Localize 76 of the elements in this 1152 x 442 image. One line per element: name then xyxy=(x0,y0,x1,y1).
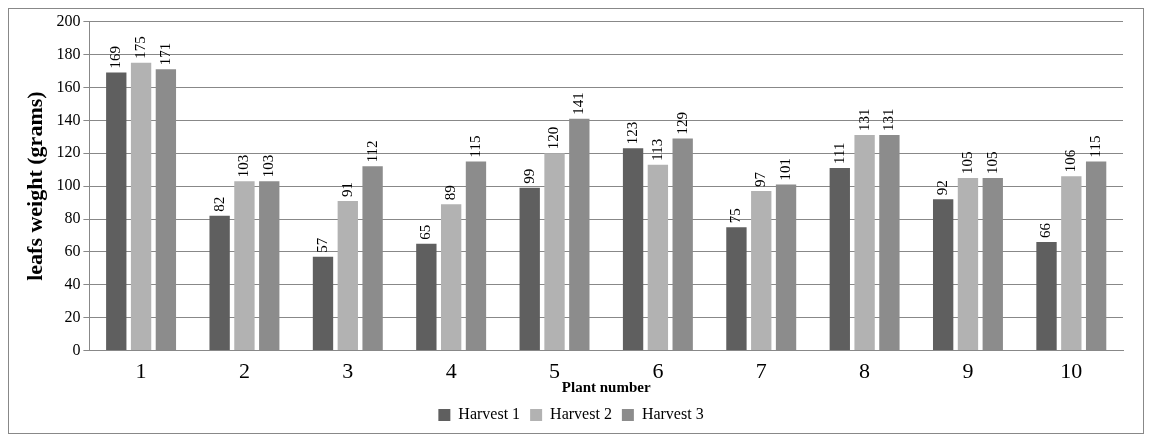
legend-label: Harvest 2 xyxy=(550,405,612,423)
bar xyxy=(209,215,230,351)
bar xyxy=(957,177,979,351)
y-tick-label: 180 xyxy=(56,44,81,62)
bar xyxy=(1036,242,1057,351)
x-tick-label: 9 xyxy=(962,357,974,383)
x-tick-label: 1 xyxy=(135,357,147,383)
data-label: 105 xyxy=(958,151,975,174)
data-label: 57 xyxy=(313,237,330,253)
data-label: 112 xyxy=(363,140,380,163)
data-label: 82 xyxy=(210,196,227,212)
data-label: 115 xyxy=(466,135,483,158)
data-label: 103 xyxy=(260,154,277,178)
bar xyxy=(1061,176,1082,351)
data-label: 131 xyxy=(855,108,872,132)
bar xyxy=(854,135,875,351)
data-label: 99 xyxy=(520,168,537,184)
data-label: 141 xyxy=(570,92,587,115)
y-tick-label: 20 xyxy=(64,307,81,325)
x-tick-label: 8 xyxy=(859,357,871,383)
y-tick-label: 80 xyxy=(64,209,81,227)
bar xyxy=(544,153,565,351)
data-label: 131 xyxy=(880,108,897,132)
data-label: 101 xyxy=(776,157,793,181)
data-label: 171 xyxy=(156,42,173,66)
x-tick-label: 5 xyxy=(549,357,561,383)
data-label: 66 xyxy=(1037,222,1054,239)
bar xyxy=(726,227,747,351)
x-tick-label: 10 xyxy=(1060,357,1083,383)
data-label: 111 xyxy=(830,142,847,165)
bar xyxy=(519,187,540,351)
y-tick-label: 100 xyxy=(56,176,81,194)
data-label: 105 xyxy=(983,151,1000,174)
legend-label: Harvest 3 xyxy=(641,405,704,423)
data-label: 89 xyxy=(442,185,459,201)
y-axis-title: leafs weight (grams) xyxy=(21,91,47,281)
bar xyxy=(829,168,850,351)
y-tick-label: 0 xyxy=(72,340,81,358)
data-label: 103 xyxy=(235,154,252,178)
data-label: 115 xyxy=(1087,135,1104,158)
y-tick-label: 120 xyxy=(56,143,81,161)
y-tick-label: 140 xyxy=(56,110,81,128)
x-tick-label: 6 xyxy=(652,357,664,383)
bar xyxy=(440,204,462,351)
x-tick-label: 3 xyxy=(342,357,354,383)
legend-label: Harvest 1 xyxy=(458,405,521,423)
bar xyxy=(751,191,772,351)
data-label: 91 xyxy=(338,181,355,197)
bar xyxy=(234,181,255,351)
x-tick-label: 7 xyxy=(755,357,767,383)
y-tick-label: 60 xyxy=(64,242,81,260)
bar xyxy=(416,243,437,351)
bar xyxy=(312,256,334,351)
bar xyxy=(337,200,358,351)
data-label: 175 xyxy=(132,36,149,59)
x-tick-label: 2 xyxy=(238,357,250,383)
data-label: 169 xyxy=(107,46,124,69)
data-label: 113 xyxy=(648,138,665,161)
data-label: 75 xyxy=(727,208,744,224)
x-tick-label: 4 xyxy=(445,357,457,383)
data-label: 97 xyxy=(752,171,769,188)
data-label: 65 xyxy=(417,224,434,240)
y-tick-label: 40 xyxy=(64,275,81,292)
bar xyxy=(932,199,954,351)
data-label: 120 xyxy=(545,126,562,150)
data-label: 106 xyxy=(1062,149,1079,173)
data-label: 92 xyxy=(934,180,951,196)
bar xyxy=(622,148,644,351)
y-tick-label: 160 xyxy=(56,77,81,95)
bar xyxy=(106,72,127,351)
x-axis-title: Plant number xyxy=(561,378,651,395)
bar xyxy=(130,62,152,351)
data-label: 129 xyxy=(673,111,690,135)
data-label: 123 xyxy=(624,121,641,145)
y-tick-label: 200 xyxy=(56,11,81,29)
bar xyxy=(647,164,669,351)
